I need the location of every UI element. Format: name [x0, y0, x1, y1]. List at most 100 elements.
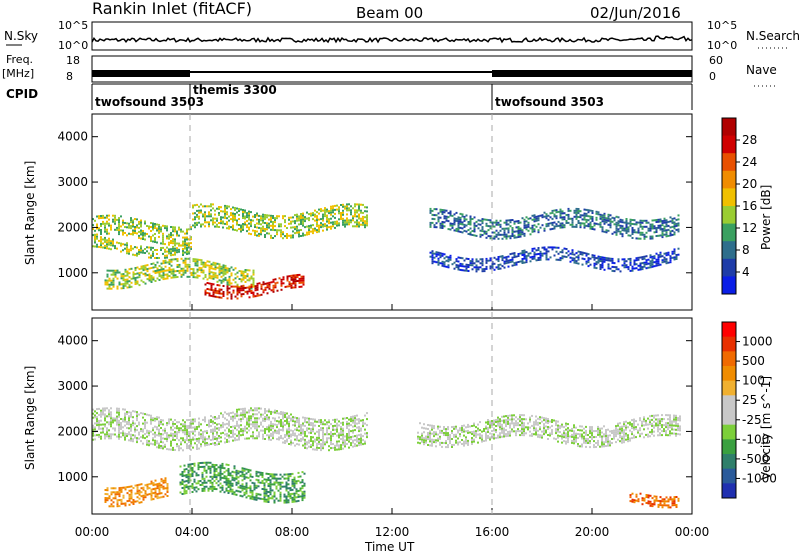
echo-cell: [284, 442, 286, 444]
echo-cell: [144, 413, 146, 416]
echo-cell: [106, 421, 108, 424]
echo-cell: [276, 233, 278, 236]
echo-cell: [294, 434, 296, 437]
echo-cell: [543, 429, 545, 432]
echo-cell: [509, 432, 511, 435]
echo-cell: [104, 236, 106, 239]
echo-cell: [627, 228, 630, 231]
echo-cell: [268, 426, 270, 429]
echo-cell: [302, 281, 305, 284]
echo-cell: [358, 225, 360, 228]
echo-cell: [439, 224, 442, 227]
echo-cell: [196, 223, 198, 226]
echo-cell: [214, 213, 216, 216]
echo-cell: [136, 419, 138, 422]
echo-cell: [166, 254, 168, 257]
echo-cell: [230, 218, 232, 221]
echo-cell: [170, 242, 172, 244]
echo-cell: [535, 217, 538, 220]
echo-cell: [134, 281, 137, 283]
echo-cell: [543, 248, 546, 251]
echo-cell: [661, 236, 664, 239]
echo-cell: [162, 246, 164, 249]
echo-cell: [332, 225, 334, 228]
echo-cell: [629, 259, 632, 262]
echo-cell: [643, 219, 646, 222]
echo-cell: [108, 241, 110, 244]
echo-cell: [597, 257, 600, 260]
echo-cell: [495, 419, 497, 421]
echo-cell: [120, 418, 122, 420]
echo-cell: [242, 415, 244, 418]
echo-cell: [196, 260, 199, 263]
echo-cell: [126, 222, 128, 225]
echo-cell: [431, 217, 434, 220]
echo-cell: [625, 218, 628, 220]
echo-cell: [246, 286, 249, 289]
echo-cell: [212, 289, 215, 292]
echo-cell: [254, 417, 256, 420]
echo-cell: [635, 426, 637, 429]
echo-cell: [673, 227, 676, 230]
echo-cell: [467, 431, 469, 434]
echo-cell: [106, 220, 108, 223]
echo-cell: [288, 433, 290, 435]
echo-cell: [160, 268, 163, 271]
echo-cell: [126, 246, 128, 249]
echo-cell: [240, 287, 243, 290]
echo-cell: [250, 225, 252, 228]
echo-cell: [513, 418, 515, 421]
echo-cell: [106, 241, 108, 244]
echo-cell: [344, 205, 346, 208]
echo-cell: [332, 419, 334, 421]
echo-cell: [505, 235, 508, 238]
echo-cell: [136, 272, 139, 275]
echo-cell: [659, 434, 661, 437]
echo-cell: [202, 434, 204, 437]
echo-cell: [294, 432, 296, 435]
echo-cell: [320, 224, 322, 227]
echo-cell: [212, 277, 215, 280]
echo-cell: [507, 235, 510, 238]
echo-cell: [633, 428, 635, 431]
echo-cell: [274, 423, 276, 426]
echo-cell: [200, 433, 202, 436]
echo-cell: [677, 433, 679, 436]
echo-cell: [282, 276, 285, 279]
echo-cell: [669, 257, 672, 260]
echo-cell: [615, 425, 617, 428]
echo-cell: [201, 489, 204, 492]
echo-cell: [623, 441, 625, 444]
echo-cell: [94, 416, 96, 419]
echo-cell: [280, 423, 282, 425]
echo-cell: [511, 428, 513, 431]
echo-cell: [435, 439, 437, 442]
echo-cell: [250, 427, 252, 430]
echo-cell: [154, 417, 156, 420]
echo-cell: [128, 427, 130, 430]
echo-cell: [322, 209, 324, 212]
echo-cell: [649, 256, 652, 259]
echo-cell: [356, 434, 358, 437]
echo-cell: [515, 434, 517, 437]
echo-cell: [350, 219, 352, 222]
echo-cell: [296, 417, 298, 420]
echo-cell: [244, 215, 246, 218]
echo-cell: [118, 227, 120, 230]
echo-cell: [531, 434, 533, 437]
echo-cell: [213, 488, 216, 490]
echo-cell: [439, 256, 442, 259]
echo-cell: [316, 430, 318, 433]
echo-cell: [441, 211, 444, 213]
echo-cell: [96, 418, 98, 421]
echo-cell: [200, 429, 202, 432]
echo-cell: [547, 214, 550, 217]
echo-cell: [164, 427, 166, 430]
echo-cell: [298, 229, 300, 232]
echo-cell: [106, 407, 108, 410]
echo-cell: [282, 427, 284, 430]
echo-cell: [258, 218, 260, 221]
echo-cell: [172, 242, 174, 245]
echo-cell: [116, 287, 119, 290]
